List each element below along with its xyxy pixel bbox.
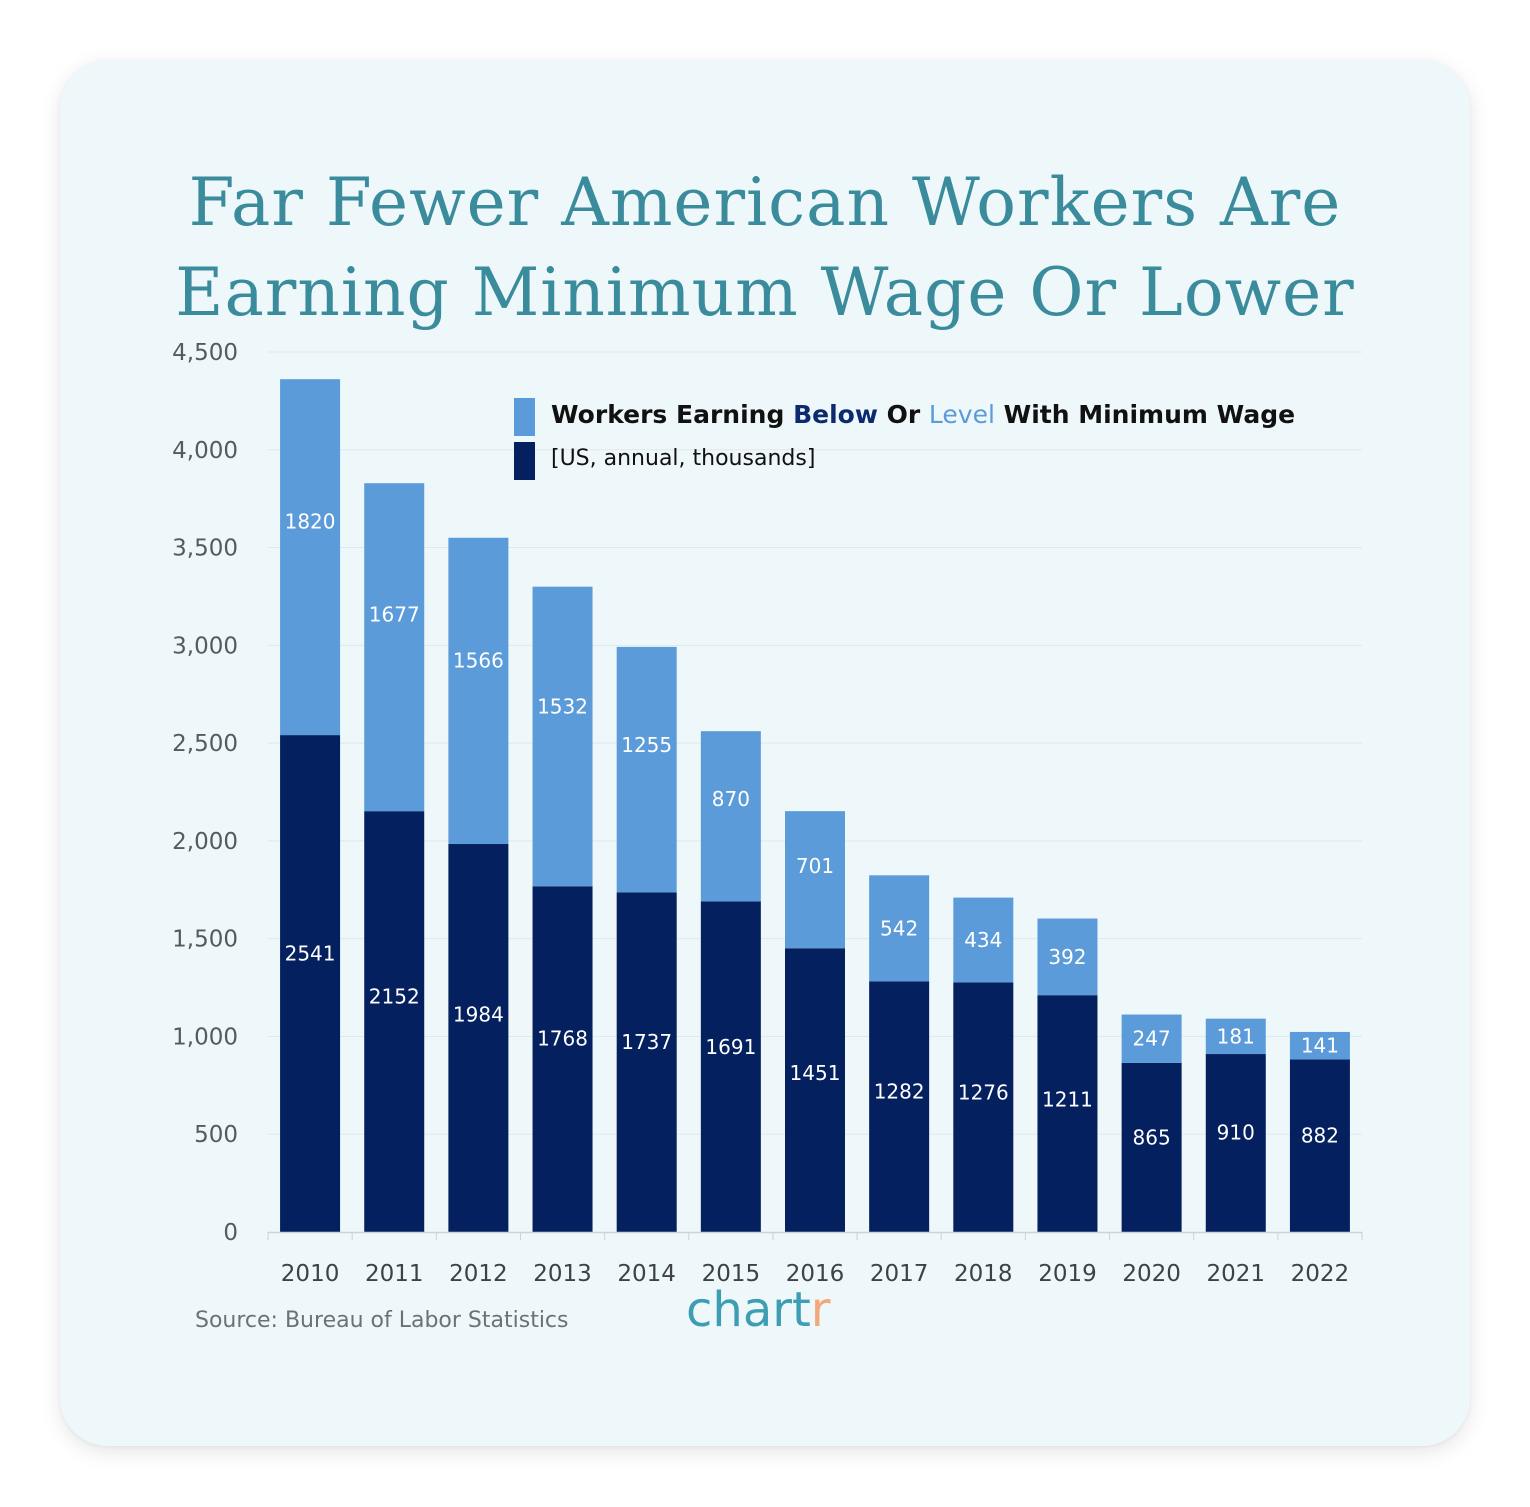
bar-below	[700, 901, 761, 1232]
data-label-below: 865	[1133, 1125, 1171, 1149]
y-tick-label: 3,500	[172, 536, 238, 562]
x-tick-label: 2010	[281, 1261, 340, 1287]
data-label-level: 1255	[621, 733, 672, 757]
x-tick-label: 2015	[702, 1261, 761, 1287]
data-label-below: 1691	[705, 1035, 756, 1059]
data-label-level: 141	[1301, 1034, 1339, 1058]
data-label-level: 434	[964, 928, 1002, 952]
y-tick-label: 2,500	[172, 731, 238, 757]
legend-units-text: [US, annual, thousands]	[551, 446, 816, 471]
x-tick-label: 2011	[365, 1261, 424, 1287]
bar-level	[869, 875, 930, 982]
x-axis: 2010 2011 2012 2013 2014 2015 2016 2017 2018 2019…	[267, 1231, 1363, 1287]
bar-level	[953, 897, 1014, 983]
bar-level	[532, 586, 593, 887]
y-tick-label: 4,000	[172, 438, 238, 464]
bar-below	[953, 982, 1014, 1232]
y-tick-label: 2,000	[172, 829, 238, 855]
legend-swatch-level	[514, 398, 535, 436]
legend-or-word: Or	[877, 400, 929, 429]
data-label-level: 1566	[453, 648, 504, 672]
bar-level	[1037, 918, 1098, 996]
bar-level	[700, 731, 761, 902]
bar-level	[1121, 1014, 1182, 1063]
chart-title-line-1: Far Fewer American Workers Are	[188, 164, 1342, 241]
x-tick-label: 2012	[449, 1261, 508, 1287]
x-tick-label: 2021	[1206, 1261, 1265, 1287]
data-label-level: 870	[712, 787, 750, 811]
x-tick-label: 2020	[1122, 1261, 1181, 1287]
x-tick-label: 2016	[786, 1261, 845, 1287]
bar-below	[869, 981, 930, 1232]
data-label-level: 1532	[537, 695, 588, 719]
data-label-level: 392	[1048, 945, 1086, 969]
bar-level	[1289, 1031, 1350, 1060]
x-tick-label: 2022	[1291, 1261, 1350, 1287]
y-tick-label: 3,000	[172, 633, 238, 659]
y-tick-label: 4,500	[172, 340, 238, 366]
x-tick-label: 2018	[954, 1261, 1013, 1287]
data-label-level: 247	[1133, 1027, 1171, 1051]
data-label-below: 1276	[958, 1080, 1009, 1104]
y-axis-ticks: 0 500 1,000 1,500 2,000 2,500 3,000 3,500 4,000 4…	[172, 340, 238, 1246]
logo-main: chart	[686, 1282, 811, 1338]
bar-below	[785, 948, 845, 1232]
bar-below	[1289, 1059, 1350, 1232]
y-tick-label: 1,500	[172, 927, 238, 953]
chart-title: Far Fewer American Workers Are Earning M…	[0, 158, 1530, 338]
bar-below	[1205, 1054, 1266, 1232]
bars	[280, 379, 1350, 1232]
y-tick-label: 500	[194, 1122, 238, 1148]
x-tick-label: 2017	[870, 1261, 929, 1287]
legend-level-word: Level	[928, 400, 995, 429]
bar-below	[280, 735, 341, 1232]
bar-below	[532, 886, 593, 1232]
y-tick-label: 0	[223, 1220, 238, 1246]
bar-level	[364, 483, 425, 812]
y-tick-label: 1,000	[172, 1024, 238, 1050]
data-label-below: 1282	[874, 1080, 925, 1104]
chart-title-line-2: Earning Minimum Wage Or Lower	[175, 254, 1355, 331]
data-label-below: 910	[1217, 1120, 1255, 1144]
data-label-level: 1677	[369, 602, 420, 626]
bar-below	[1037, 995, 1098, 1232]
bar-below	[448, 844, 509, 1232]
x-tick-label: 2013	[533, 1261, 592, 1287]
data-label-below: 2541	[285, 942, 336, 966]
logo-accent: r	[810, 1282, 831, 1338]
x-tick-label: 2014	[617, 1261, 676, 1287]
data-label-below: 882	[1301, 1123, 1339, 1147]
chartr-logo: chartr	[686, 1282, 831, 1338]
bar-below	[1121, 1062, 1182, 1232]
data-label-below: 1984	[453, 1003, 504, 1027]
legend-swatch-below	[514, 442, 535, 480]
bar-level	[616, 646, 677, 893]
legend-title-text: Workers Earning Below Or Level With Mini…	[551, 400, 1295, 429]
source-note: Source: Bureau of Labor Statistics	[195, 1308, 569, 1333]
bar-below	[364, 811, 425, 1232]
bar-level	[785, 811, 845, 949]
data-label-level: 542	[880, 916, 918, 940]
data-label-level: 181	[1217, 1024, 1255, 1048]
data-label-level: 1820	[285, 510, 336, 534]
x-tick-label: 2019	[1038, 1261, 1097, 1287]
legend-prefix: Workers Earning	[551, 400, 794, 429]
legend-below-word: Below	[793, 400, 878, 429]
data-label-below: 1211	[1042, 1087, 1093, 1111]
data-label-below: 1737	[621, 1030, 672, 1054]
bar-below	[616, 892, 677, 1232]
data-label-below: 2152	[369, 984, 420, 1008]
data-label-below: 1451	[790, 1061, 841, 1085]
legend-suffix: With Minimum Wage	[994, 400, 1296, 429]
data-labels: 1820 2541 1677 2152 1566 1984 1532 1768 1255 1737…	[285, 510, 1339, 1150]
bar-level	[1205, 1018, 1266, 1055]
bar-level	[280, 379, 341, 736]
data-label-level: 701	[796, 854, 834, 878]
bar-level	[448, 537, 509, 845]
data-label-below: 1768	[537, 1026, 588, 1050]
